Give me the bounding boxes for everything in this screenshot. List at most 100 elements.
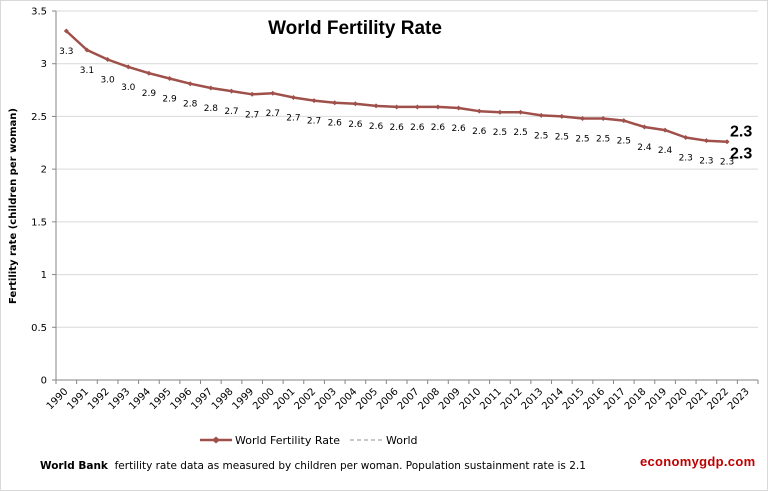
data-point — [311, 98, 317, 104]
brand-watermark: economygdp.com — [640, 454, 756, 469]
x-tick-label: 2011 — [478, 386, 504, 412]
data-point — [146, 70, 152, 76]
x-tick-label: 1996 — [169, 386, 195, 412]
axes — [52, 10, 759, 384]
x-tick-label: 1992 — [86, 386, 112, 412]
x-tick-label: 2021 — [685, 386, 711, 412]
data-label: 2.5 — [493, 128, 507, 138]
x-tick-label: 1993 — [107, 386, 133, 412]
data-label: 3.3 — [59, 47, 73, 57]
data-point — [125, 64, 131, 70]
data-label: 2.4 — [658, 146, 673, 156]
data-point — [249, 91, 255, 97]
x-tick-label: 2001 — [272, 386, 298, 412]
x-tick-label: 1997 — [189, 386, 215, 412]
data-point — [518, 109, 524, 115]
data-label: 3.1 — [80, 66, 94, 76]
y-tick-label: 3 — [41, 59, 47, 70]
x-tick-label: 2015 — [561, 386, 587, 412]
y-axis-label: Fertility rate (children per woman) — [8, 108, 19, 304]
y-tick-label: 0 — [41, 376, 47, 387]
data-point — [559, 113, 565, 119]
data-label: 2.3 — [699, 157, 713, 167]
data-label: 2.6 — [472, 127, 487, 137]
data-label: 2.6 — [328, 119, 343, 129]
data-label: 2.6 — [431, 123, 446, 133]
x-tick-label: 2022 — [705, 386, 731, 412]
x-tick-label: 2018 — [623, 386, 649, 412]
data-label: 2.3 — [720, 158, 734, 168]
end-label: 2.3 — [730, 124, 752, 141]
data-point — [105, 56, 111, 62]
x-tick-label: 2003 — [313, 386, 339, 412]
data-label: 2.4 — [637, 143, 652, 153]
x-tick-label: 2012 — [499, 386, 525, 412]
legend-label-world-fertility-rate: World Fertility Rate — [235, 434, 340, 447]
data-point — [352, 101, 358, 107]
data-point — [84, 47, 90, 53]
data-label: 2.9 — [142, 89, 157, 99]
data-point — [538, 112, 544, 118]
y-tick-labels: 0 0.5 1 1.5 2 2.5 3 3.5 — [31, 7, 47, 387]
data-label: 2.6 — [451, 124, 466, 134]
y-tick-label: 0.5 — [31, 323, 47, 334]
x-tick-label: 2023 — [726, 386, 752, 412]
x-tick-label: 2017 — [602, 386, 628, 412]
data-label: 2.5 — [513, 128, 527, 138]
data-label: 2.5 — [534, 131, 548, 141]
data-label: 2.5 — [555, 132, 569, 142]
data-point — [703, 138, 709, 144]
end-label: 2.3 — [730, 146, 752, 163]
x-tick-label: 2004 — [334, 386, 360, 412]
x-tick-label: 2000 — [251, 386, 277, 412]
x-tick-label: 2019 — [643, 386, 669, 412]
x-tick-label: 1998 — [210, 386, 236, 412]
data-point — [414, 104, 420, 110]
y-tick-label: 3.5 — [31, 7, 47, 18]
x-tick-label: 1999 — [230, 386, 256, 412]
data-label: 2.6 — [369, 122, 384, 132]
data-point — [724, 139, 730, 145]
x-tick-label: 2006 — [375, 386, 401, 412]
data-label: 2.7 — [224, 107, 238, 117]
x-tick-label: 2014 — [540, 386, 566, 412]
data-point — [290, 94, 296, 100]
data-label: 2.6 — [390, 123, 405, 133]
data-point — [621, 118, 627, 124]
data-point — [580, 116, 585, 122]
legend-marker-world-fertility-rate — [212, 436, 220, 444]
data-point — [600, 116, 606, 122]
x-tick-label: 1990 — [45, 386, 71, 412]
x-tick-label: 2007 — [396, 386, 422, 412]
data-point — [435, 104, 441, 110]
source-note: World Bank fertility rate data as measur… — [40, 460, 586, 472]
source-name: World Bank — [40, 460, 108, 472]
data-label: 2.5 — [575, 135, 589, 145]
data-point — [497, 109, 503, 115]
data-point — [662, 127, 668, 133]
data-label: 2.3 — [679, 154, 693, 164]
data-label: 3.0 — [100, 75, 115, 85]
data-point — [167, 75, 173, 81]
data-point — [394, 104, 400, 110]
legend-label-world: World — [386, 434, 418, 447]
data-label: 2.6 — [410, 123, 425, 133]
x-tick-label: 2005 — [354, 386, 380, 412]
data-point — [332, 100, 338, 106]
x-tick-label: 1991 — [65, 386, 91, 412]
y-tick-label: 1.5 — [31, 217, 47, 228]
legend: World Fertility Rate World — [200, 434, 418, 447]
chart-title: World Fertility Rate — [268, 18, 442, 39]
data-label: 3.0 — [121, 83, 136, 93]
data-label: 2.9 — [162, 94, 177, 104]
data-point — [373, 103, 379, 109]
data-label: 2.5 — [617, 137, 631, 147]
x-tick-label: 2010 — [458, 386, 484, 412]
data-point — [229, 88, 234, 94]
data-label: 2.8 — [204, 104, 219, 114]
y-tick-label: 2.5 — [31, 112, 47, 123]
data-label: 2.7 — [266, 109, 280, 119]
series-lines — [63, 28, 730, 145]
